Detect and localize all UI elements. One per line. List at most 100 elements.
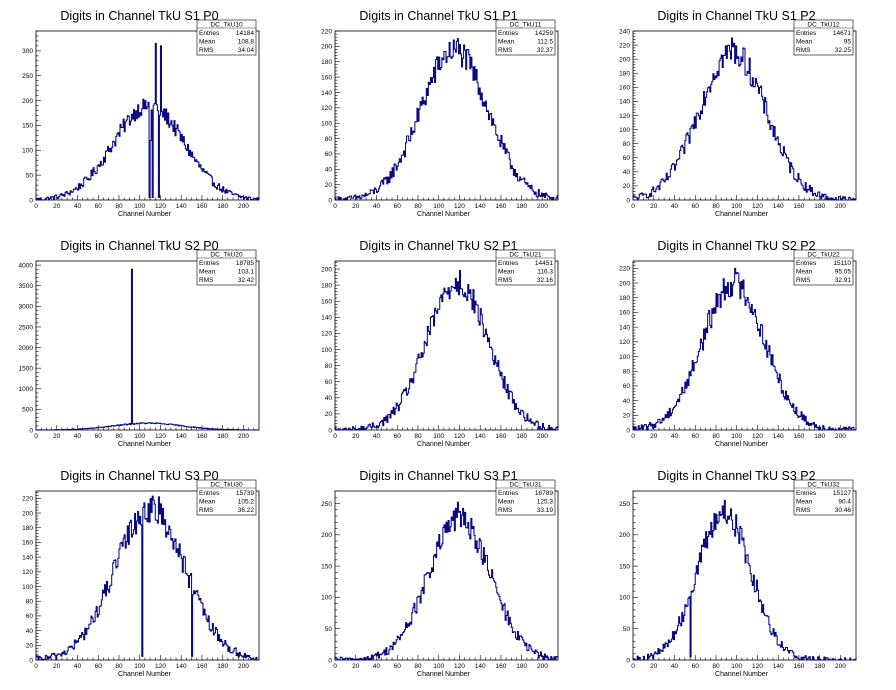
stats-value: 95.05 (835, 269, 852, 276)
histogram-title: Digits in Channel TkU S3 P0 (60, 469, 218, 483)
x-tick-label: 160 (496, 433, 507, 440)
y-tick-label: 60 (26, 613, 34, 620)
y-tick-label: 100 (321, 347, 332, 354)
x-tick-label: 160 (794, 203, 805, 210)
stats-box-name: DC_TkU10 (210, 22, 243, 29)
y-tick-label: 100 (619, 127, 630, 134)
stats-value: 105.2 (238, 499, 255, 506)
y-tick-label: 200 (619, 532, 630, 539)
y-tick-label: 2000 (19, 345, 34, 352)
stats-value: 32.37 (537, 47, 554, 54)
y-tick-label: 250 (22, 73, 33, 80)
x-tick-label: 100 (134, 663, 145, 670)
histogram-title: Digits in Channel TkU S3 P2 (657, 469, 815, 483)
y-tick-label: 160 (619, 310, 630, 317)
y-tick-label: 20 (325, 411, 333, 418)
stats-box (495, 19, 556, 56)
x-tick-label: 160 (496, 203, 507, 210)
y-tick-label: 0 (626, 197, 630, 204)
stats-value: 116.3 (537, 269, 553, 276)
plot-frame (35, 490, 260, 661)
x-tick-label: 160 (197, 433, 208, 440)
y-tick-label: 40 (26, 628, 34, 635)
histogram-title: Digits in Channel TkU S1 P0 (60, 9, 218, 23)
stats-label: RMS (796, 277, 811, 284)
x-tick-label: 80 (115, 203, 123, 210)
x-tick-label: 80 (712, 663, 720, 670)
x-tick-label: 180 (217, 433, 228, 440)
histogram-series-line (334, 38, 558, 201)
y-tick-label: 60 (325, 379, 333, 386)
stats-box-name: DC_TkU22 (807, 252, 840, 259)
y-tick-label: 200 (22, 510, 33, 517)
x-tick-label: 0 (34, 433, 38, 440)
y-tick-label: 3500 (19, 283, 34, 290)
x-tick-label: 100 (433, 663, 444, 670)
x-tick-label: 60 (95, 663, 103, 670)
histogram-title: Digits in Channel TkU S1 P2 (657, 9, 815, 23)
y-tick-label: 3000 (19, 304, 34, 311)
y-tick-label: 140 (321, 315, 332, 322)
histogram-panel-5: Digits in Channel TkU S2 P1 0 20 40 60 80 100 1… (321, 239, 559, 448)
x-tick-label: 160 (197, 663, 208, 670)
y-tick-label: 220 (619, 42, 630, 49)
stats-value: 14671 (833, 30, 851, 37)
x-tick-label: 0 (34, 203, 38, 210)
x-tick-label: 20 (53, 663, 61, 670)
stats-value: 30.46 (835, 507, 852, 514)
x-tick-label: 40 (373, 203, 381, 210)
x-tick-label: 80 (115, 433, 123, 440)
x-tick-label: 20 (650, 203, 658, 210)
stats-box-name: DC_TkU21 (509, 252, 542, 259)
y-tick-label: 120 (321, 105, 332, 112)
stats-value: 125.3 (537, 499, 554, 506)
y-tick-label: 100 (321, 120, 332, 127)
stats-value: 108.8 (238, 39, 255, 46)
stats-value: 18785 (236, 260, 254, 267)
x-axis-label: Channel Number (118, 671, 172, 678)
y-tick-label: 220 (321, 28, 332, 35)
y-tick-label: 120 (619, 113, 630, 120)
x-tick-label: 200 (835, 203, 846, 210)
stats-value: 90.4 (838, 499, 851, 506)
histogram-series-line (35, 268, 259, 431)
y-tick-label: 40 (325, 167, 333, 174)
x-tick-label: 140 (773, 203, 784, 210)
x-tick-label: 80 (414, 203, 422, 210)
x-tick-label: 40 (671, 203, 679, 210)
y-tick-label: 60 (325, 151, 333, 158)
histogram-title: Digits in Channel TkU S1 P1 (359, 9, 517, 23)
stats-value: 103.1 (238, 269, 255, 276)
x-tick-label: 120 (752, 663, 763, 670)
y-tick-label: 20 (623, 183, 631, 190)
y-tick-label: 500 (22, 407, 33, 414)
histogram-panel-6: Digits in Channel TkU S2 P2 0 20 40 60 80 100 1… (619, 239, 857, 448)
y-tick-label: 300 (22, 48, 33, 55)
stats-label: Entries (199, 30, 220, 37)
plot-frame (35, 260, 260, 431)
x-tick-label: 140 (176, 433, 187, 440)
stats-box (793, 249, 854, 286)
y-tick-label: 160 (22, 540, 33, 547)
stats-value: 33.19 (537, 507, 554, 514)
x-axis-label: Channel Number (715, 211, 769, 218)
x-tick-label: 200 (238, 203, 249, 210)
stats-label: Entries (498, 30, 519, 37)
y-tick-label: 220 (619, 266, 630, 273)
x-tick-label: 120 (454, 433, 465, 440)
stats-label: Entries (199, 260, 220, 267)
x-tick-label: 60 (692, 433, 700, 440)
stats-label: Entries (796, 490, 817, 497)
stats-label: RMS (498, 277, 513, 284)
x-tick-label: 100 (731, 663, 742, 670)
x-axis-label: Channel Number (417, 211, 471, 218)
y-tick-label: 200 (619, 56, 630, 63)
x-tick-label: 40 (74, 433, 82, 440)
x-tick-label: 0 (631, 663, 635, 670)
y-tick-label: 160 (619, 85, 630, 92)
y-tick-label: 160 (321, 299, 332, 306)
x-tick-label: 100 (731, 433, 742, 440)
y-tick-label: 200 (321, 44, 332, 51)
x-axis-label: Channel Number (118, 211, 172, 218)
histogram-panel-7: Digits in Channel TkU S3 P0 0 20 40 60 80 100 1… (22, 469, 260, 678)
